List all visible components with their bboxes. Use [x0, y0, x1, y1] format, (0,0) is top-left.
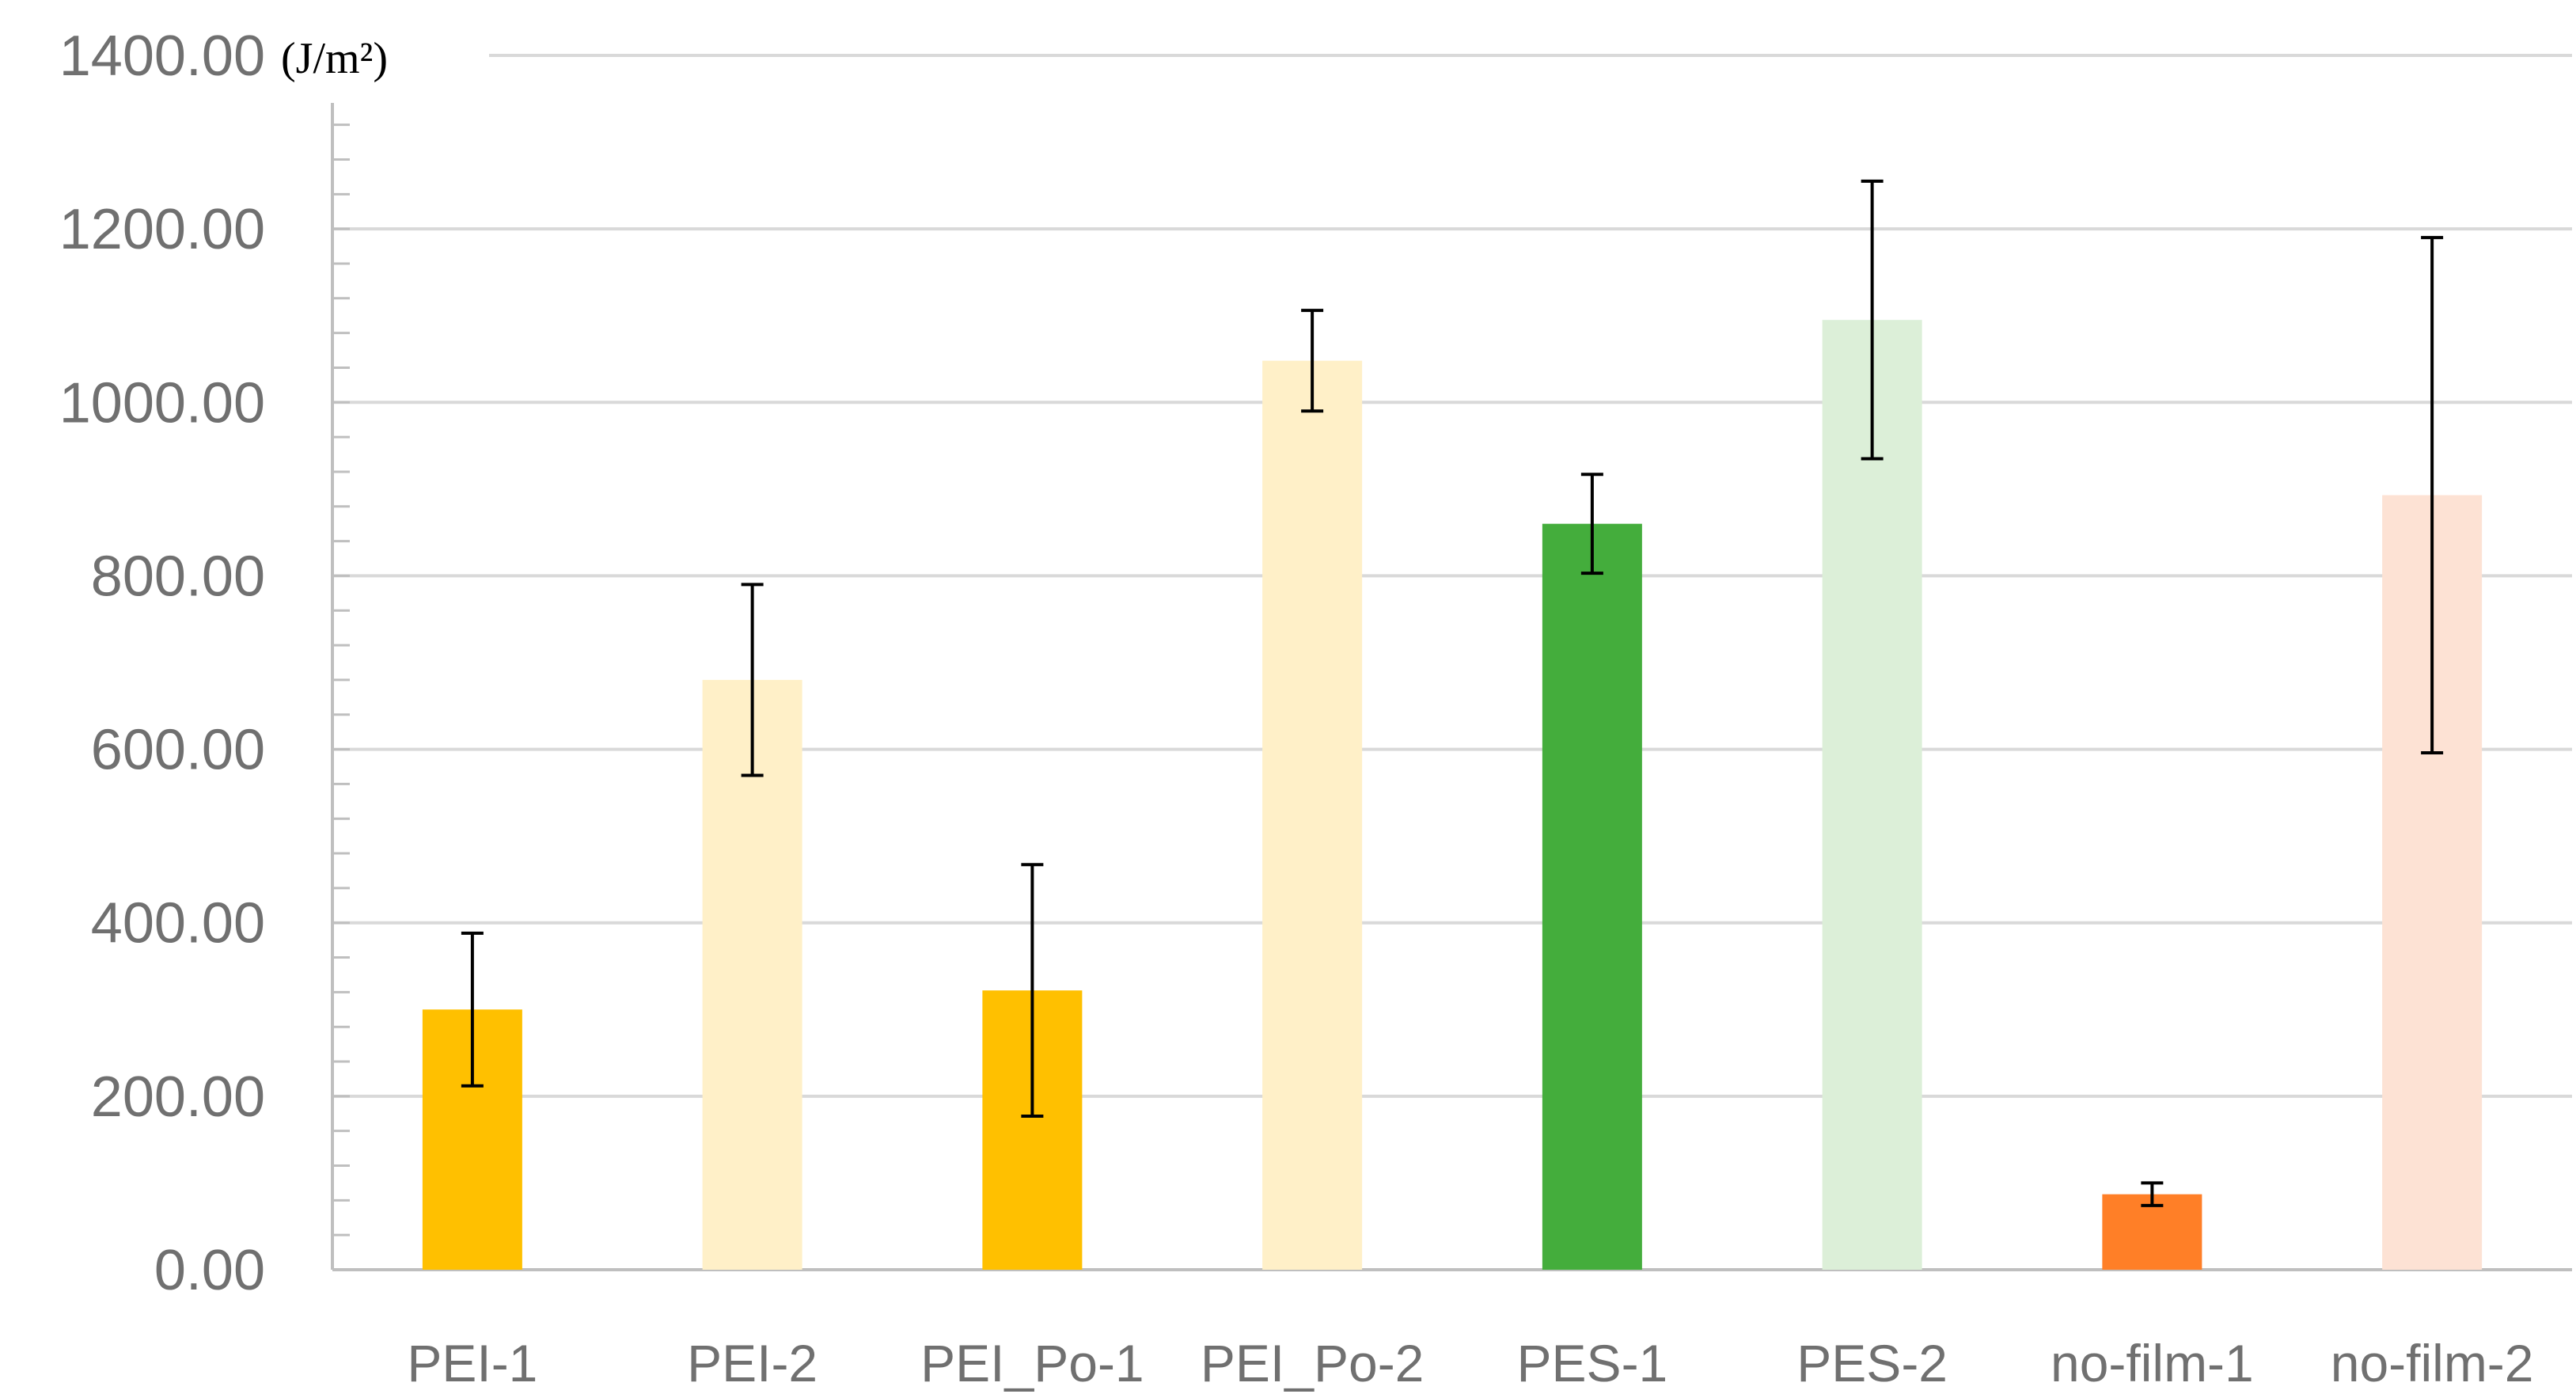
y-tick-label: 200.00	[91, 1065, 265, 1129]
error-bar	[1021, 863, 1044, 1119]
error-bar	[2141, 1181, 2164, 1207]
y-tick-label: 400.00	[91, 892, 265, 955]
error-bars	[461, 179, 2444, 1207]
x-tick-label: PES-2	[1796, 1334, 1948, 1392]
minor-ticks	[332, 123, 350, 1271]
x-tick-label: no-film-1	[2051, 1334, 2254, 1392]
x-tick-label: PEI-2	[687, 1334, 818, 1392]
bar-pes-2	[1822, 320, 1922, 1270]
y-tick-label: 1000.00	[59, 371, 265, 435]
y-unit-label: (J/m²)	[281, 34, 388, 83]
x-tick-label: PEI_Po-1	[920, 1334, 1144, 1392]
error-bar	[1301, 309, 1324, 413]
x-tick-label: no-film-2	[2331, 1334, 2534, 1392]
bar-pes-1	[1542, 523, 1642, 1270]
error-bar	[1861, 179, 1884, 461]
y-tick-label: 600.00	[91, 719, 265, 782]
x-tick-label: PES-1	[1517, 1334, 1668, 1392]
x-tick-label: PEI-1	[407, 1334, 537, 1392]
y-tick-label: 1200.00	[59, 198, 265, 261]
bars	[422, 320, 2483, 1271]
error-bar	[2421, 236, 2444, 754]
error-bar	[741, 583, 764, 777]
bar-pei-2	[702, 679, 802, 1270]
y-tick-label: 1400.00	[59, 25, 265, 88]
y-tick-label: 0.00	[154, 1239, 265, 1302]
y-tick-labels: 0.00 200.00 400.00 600.00 800.00 1000.00 1200.…	[59, 25, 265, 1302]
bar-pei-po-2	[1262, 360, 1363, 1271]
gridlines	[332, 54, 2572, 1098]
error-bar	[461, 931, 484, 1088]
y-tick-label: 800.00	[91, 545, 265, 608]
x-tick-labels: PEI-1 PEI-2 PEI_Po-1 PEI_Po-2 PES-1 PES-2 no-f…	[407, 1334, 2533, 1392]
x-tick-label: PEI_Po-2	[1201, 1334, 1425, 1392]
error-bar	[1580, 473, 1603, 575]
